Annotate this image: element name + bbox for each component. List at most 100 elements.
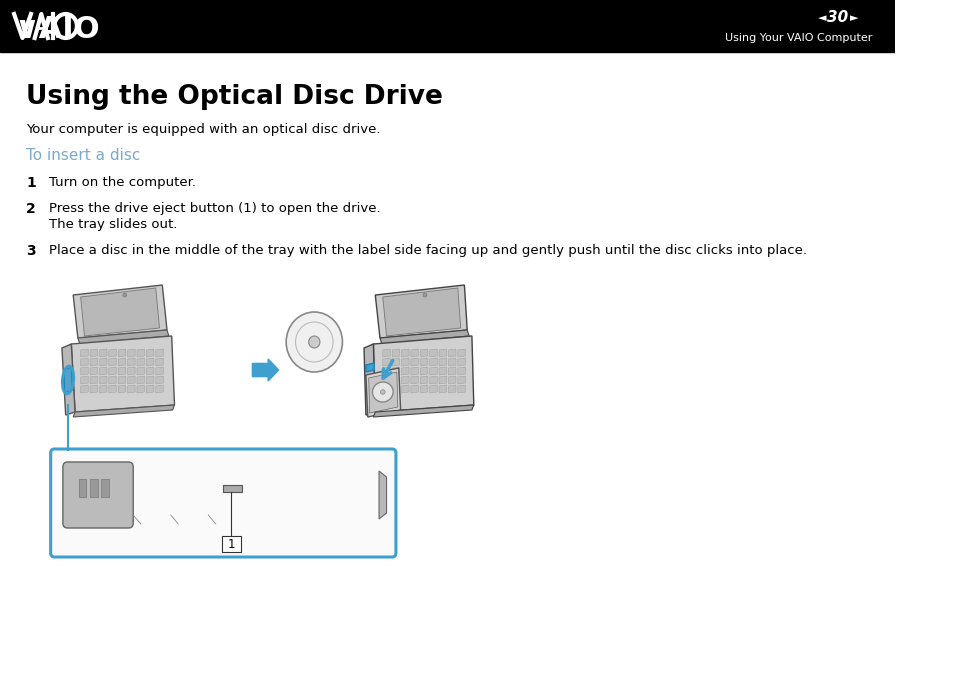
Circle shape: [309, 336, 319, 348]
FancyBboxPatch shape: [63, 462, 133, 528]
Text: Place a disc in the middle of the tray with the label side facing up and gently : Place a disc in the middle of the tray w…: [49, 244, 806, 257]
Polygon shape: [429, 349, 436, 357]
Polygon shape: [155, 349, 163, 357]
Circle shape: [286, 312, 342, 372]
Polygon shape: [81, 358, 88, 366]
Ellipse shape: [380, 390, 385, 394]
Polygon shape: [146, 385, 153, 393]
Polygon shape: [109, 376, 116, 384]
Polygon shape: [155, 385, 163, 393]
Polygon shape: [457, 349, 465, 357]
Polygon shape: [411, 376, 418, 384]
Text: ►: ►: [848, 13, 857, 23]
Polygon shape: [373, 336, 474, 412]
Polygon shape: [62, 344, 75, 415]
Polygon shape: [99, 367, 107, 375]
Polygon shape: [90, 376, 97, 384]
Polygon shape: [457, 376, 465, 384]
FancyBboxPatch shape: [222, 536, 241, 552]
Polygon shape: [438, 385, 446, 393]
Polygon shape: [411, 358, 418, 366]
Polygon shape: [368, 372, 397, 413]
Polygon shape: [118, 376, 126, 384]
Text: ∨AIO: ∨AIO: [14, 16, 100, 44]
FancyBboxPatch shape: [51, 449, 395, 557]
Polygon shape: [420, 349, 427, 357]
Polygon shape: [128, 385, 135, 393]
Polygon shape: [90, 367, 97, 375]
Polygon shape: [81, 288, 159, 336]
Polygon shape: [411, 349, 418, 357]
Polygon shape: [429, 376, 436, 384]
Text: Using Your VAIO Computer: Using Your VAIO Computer: [724, 33, 872, 43]
Polygon shape: [382, 288, 460, 336]
Text: To insert a disc: To insert a disc: [27, 148, 140, 163]
Polygon shape: [429, 385, 436, 393]
Polygon shape: [448, 349, 456, 357]
Text: Using the Optical Disc Drive: Using the Optical Disc Drive: [27, 84, 443, 110]
Polygon shape: [420, 376, 427, 384]
Polygon shape: [99, 358, 107, 366]
Polygon shape: [99, 376, 107, 384]
Polygon shape: [457, 367, 465, 375]
Polygon shape: [99, 349, 107, 357]
Polygon shape: [438, 358, 446, 366]
Polygon shape: [411, 385, 418, 393]
Polygon shape: [438, 367, 446, 375]
Polygon shape: [128, 358, 135, 366]
Polygon shape: [90, 349, 97, 357]
Polygon shape: [429, 358, 436, 366]
Polygon shape: [448, 367, 456, 375]
Text: Turn on the computer.: Turn on the computer.: [49, 176, 195, 189]
Polygon shape: [109, 367, 116, 375]
Polygon shape: [81, 349, 88, 357]
Polygon shape: [392, 349, 399, 357]
Polygon shape: [81, 385, 88, 393]
Bar: [90, 479, 97, 497]
Ellipse shape: [372, 382, 393, 402]
Polygon shape: [64, 367, 72, 393]
Text: The tray slides out.: The tray slides out.: [49, 218, 177, 231]
Polygon shape: [71, 336, 174, 412]
Polygon shape: [155, 367, 163, 375]
Polygon shape: [137, 367, 144, 375]
Polygon shape: [457, 385, 465, 393]
Polygon shape: [401, 376, 409, 384]
Polygon shape: [118, 358, 126, 366]
Polygon shape: [366, 363, 374, 372]
Polygon shape: [128, 367, 135, 375]
Polygon shape: [146, 358, 153, 366]
Polygon shape: [137, 385, 144, 393]
Polygon shape: [392, 376, 399, 384]
Text: 1: 1: [27, 176, 36, 190]
Polygon shape: [392, 358, 399, 366]
Text: 1: 1: [228, 537, 235, 551]
Polygon shape: [81, 376, 88, 384]
Polygon shape: [420, 385, 427, 393]
Polygon shape: [118, 349, 126, 357]
Polygon shape: [155, 358, 163, 366]
Bar: [79, 479, 86, 497]
Polygon shape: [420, 358, 427, 366]
Bar: [68, 519, 378, 524]
Circle shape: [423, 293, 426, 297]
Polygon shape: [90, 385, 97, 393]
Polygon shape: [401, 349, 409, 357]
Polygon shape: [448, 376, 456, 384]
Polygon shape: [146, 349, 153, 357]
Text: Your computer is equipped with an optical disc drive.: Your computer is equipped with an optica…: [27, 123, 380, 136]
Polygon shape: [382, 358, 390, 366]
Polygon shape: [128, 349, 135, 357]
Polygon shape: [99, 385, 107, 393]
Polygon shape: [90, 358, 97, 366]
Polygon shape: [392, 385, 399, 393]
Polygon shape: [373, 405, 474, 417]
Polygon shape: [364, 344, 375, 415]
Polygon shape: [146, 367, 153, 375]
Polygon shape: [109, 349, 116, 357]
Polygon shape: [253, 359, 278, 381]
Polygon shape: [366, 368, 400, 417]
Polygon shape: [448, 358, 456, 366]
Polygon shape: [78, 330, 169, 344]
Polygon shape: [378, 471, 386, 519]
